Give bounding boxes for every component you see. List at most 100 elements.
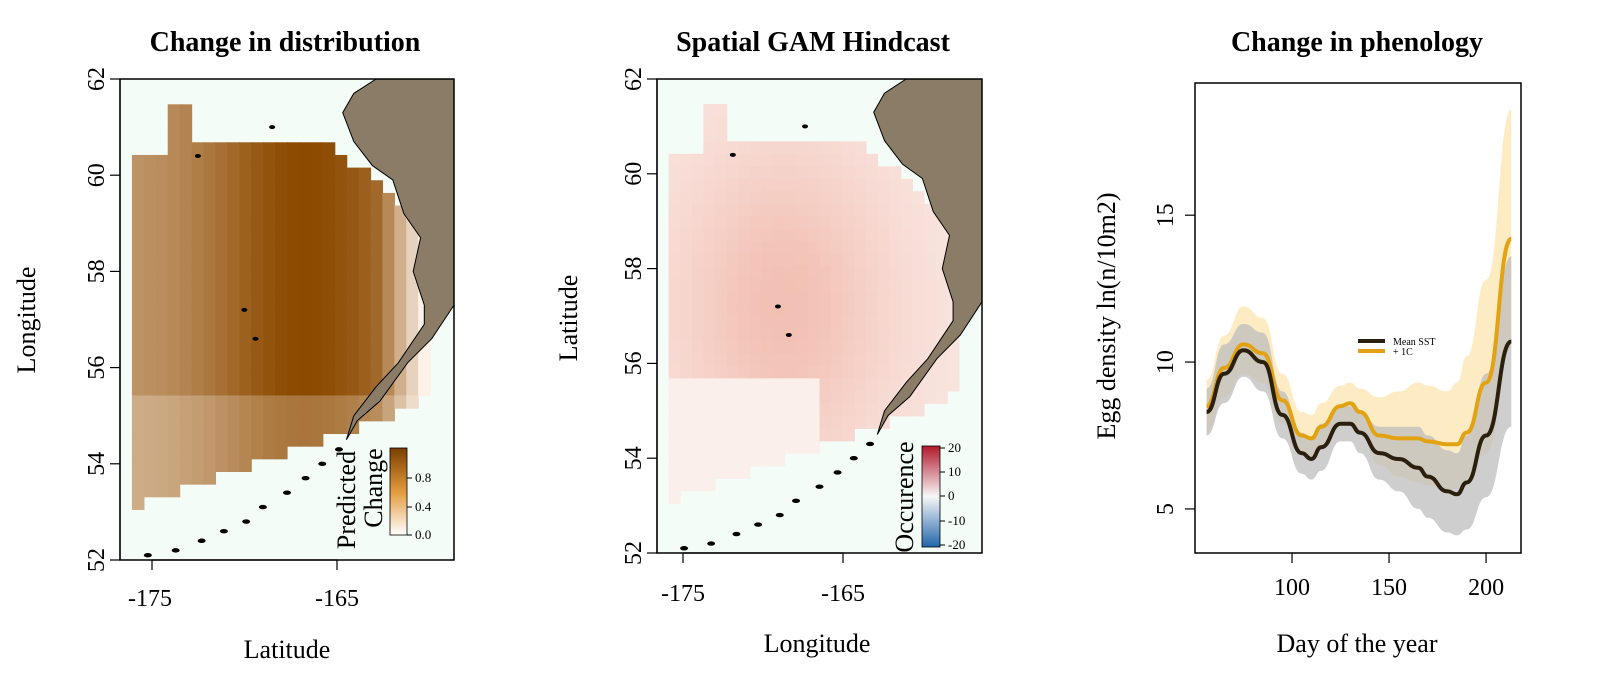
grid-cell (227, 370, 240, 384)
grid-cell (406, 382, 419, 397)
grid-cell (203, 319, 217, 333)
grid-cell (865, 178, 879, 192)
grid-cell (215, 205, 228, 219)
grid-cell (251, 167, 264, 181)
grid-cell (191, 433, 205, 447)
grid-cell (889, 303, 902, 317)
grid-cell (227, 306, 240, 321)
grid-cell (334, 180, 348, 194)
grid-cell (298, 243, 312, 257)
grid-cell (275, 332, 288, 346)
grid-cell (155, 420, 169, 435)
island (194, 153, 201, 158)
grid-cell (179, 446, 193, 460)
grid-cell (251, 344, 264, 359)
grid-cell (865, 390, 879, 404)
grid-cell (854, 216, 867, 230)
grid-cell (418, 357, 431, 371)
panel2-xtick-175: -175 (661, 581, 705, 607)
grid-cell (831, 365, 844, 379)
grid-cell (773, 440, 786, 454)
grid-cell (749, 316, 763, 330)
grid-cell (691, 278, 705, 292)
grid-cell (203, 243, 217, 257)
grid-cell (370, 243, 384, 257)
grid-cell (703, 428, 716, 442)
grid-cell (203, 167, 217, 181)
grid-cell (334, 344, 348, 359)
aleutian-island (815, 484, 824, 489)
grid-cell (796, 241, 809, 255)
grid-cell (668, 153, 681, 167)
grid-cell (131, 370, 145, 384)
grid-cell (287, 370, 300, 384)
grid-cell (726, 353, 739, 367)
aleutian-island (197, 538, 206, 543)
grid-cell (394, 268, 407, 283)
grid-cell (831, 378, 844, 392)
grid-cell (668, 303, 681, 317)
grid-cell (831, 316, 844, 330)
grid-cell (773, 216, 786, 230)
grid-cell (346, 319, 360, 333)
grid-cell (215, 268, 228, 283)
grid-cell (877, 291, 890, 305)
grid-cell (191, 357, 205, 371)
grid-cell (680, 266, 693, 280)
grid-cell (191, 167, 205, 181)
grid-cell (796, 403, 809, 417)
grid-cell (310, 281, 324, 295)
grid-cell (251, 382, 264, 397)
grid-cell (819, 428, 832, 442)
grid-cell (143, 256, 157, 270)
grid-cell (773, 166, 786, 180)
grid-cell (761, 378, 774, 392)
grid-cell (215, 458, 228, 472)
grid-cell (703, 328, 716, 342)
grid-cell (275, 319, 288, 333)
grid-cell (298, 319, 312, 333)
grid-cell (298, 294, 312, 308)
grid-cell (239, 294, 252, 308)
grid-cell (191, 142, 205, 156)
grid-cell (346, 218, 360, 232)
grid-cell (691, 340, 705, 355)
grid-cell (203, 192, 217, 207)
grid-cell (227, 408, 240, 422)
grid-cell (831, 141, 844, 155)
grid-cell (358, 230, 372, 245)
aleutian-island (849, 456, 858, 461)
aleutian-island (258, 504, 267, 510)
grid-cell (715, 440, 728, 454)
grid-cell (796, 291, 809, 305)
grid-cell (819, 216, 832, 230)
grid-cell (215, 408, 228, 422)
grid-cell (889, 365, 902, 379)
panel3-axes: 100 150 200 5 10 15 (1153, 203, 1504, 601)
grid-cell (796, 178, 809, 192)
grid-cell (322, 281, 336, 295)
grid-cell (143, 319, 157, 333)
alaska-land (680, 78, 983, 551)
grid-cell (251, 268, 264, 283)
grid-cell (227, 230, 240, 245)
grid-cell (310, 268, 324, 283)
grid-cell (773, 328, 786, 342)
grid-cell (749, 216, 763, 230)
grid-cell (143, 332, 157, 346)
grid-cell (263, 205, 276, 219)
grid-cell (715, 253, 728, 267)
grid-cell (807, 340, 821, 355)
grid-cell (358, 357, 372, 371)
grid-cell (773, 241, 786, 255)
grid-cell (796, 191, 809, 205)
grid-cell (203, 154, 217, 169)
grid-cell (738, 403, 751, 417)
grid-cell (131, 446, 145, 460)
grid-cell (203, 433, 217, 447)
grid-cell (310, 382, 324, 397)
grid-cell (715, 166, 728, 180)
grid-cell (854, 378, 867, 392)
grid-cell (726, 216, 739, 230)
grid-cell (831, 340, 844, 355)
